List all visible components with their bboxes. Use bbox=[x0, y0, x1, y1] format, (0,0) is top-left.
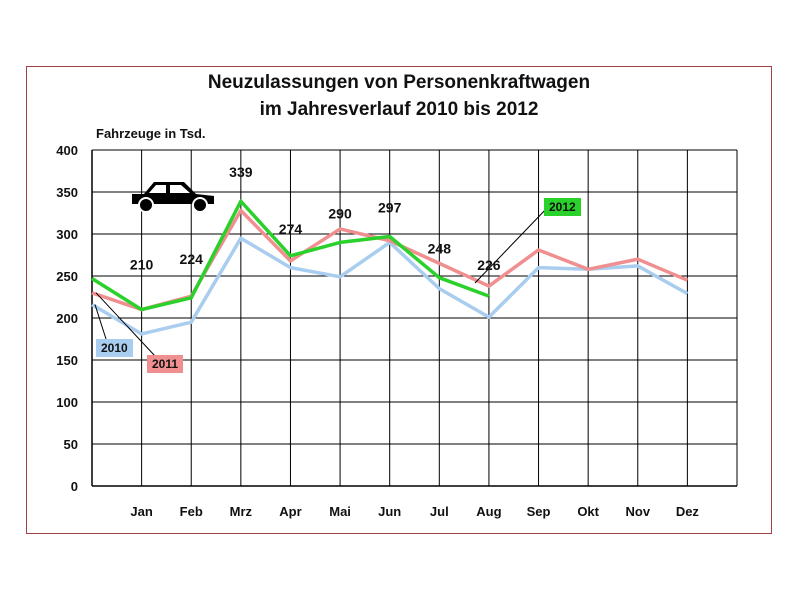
leader-2011 bbox=[95, 292, 156, 357]
legend-leader-lines bbox=[94, 206, 549, 357]
x-tick-label: Mrz bbox=[230, 504, 253, 519]
x-tick-label: Jul bbox=[430, 504, 449, 519]
leader-2010 bbox=[94, 304, 107, 340]
x-tick-label: Mai bbox=[329, 504, 351, 519]
series-lines bbox=[91, 199, 689, 336]
legend-2012: 2012 bbox=[544, 198, 581, 216]
data-label: 290 bbox=[328, 205, 352, 221]
y-tick-label: 0 bbox=[71, 479, 78, 494]
chart-title-line1: Neuzulassungen von Personenkraftwagen bbox=[207, 72, 591, 93]
x-tick-label: Okt bbox=[577, 504, 599, 519]
leader-2012 bbox=[474, 206, 549, 284]
data-label: 210 bbox=[130, 257, 154, 273]
data-label: 297 bbox=[378, 200, 402, 216]
x-tick-label: Apr bbox=[279, 504, 301, 519]
x-tick-label: Feb bbox=[180, 504, 203, 519]
x-tick-label: Sep bbox=[527, 504, 551, 519]
y-tick-label: 150 bbox=[56, 353, 78, 368]
series-line-2012 bbox=[91, 199, 490, 312]
data-label: 274 bbox=[279, 221, 303, 237]
x-tick-label: Nov bbox=[625, 504, 650, 519]
y-tick-label: 50 bbox=[64, 437, 78, 452]
y-tick-label: 200 bbox=[56, 311, 78, 326]
data-label: 339 bbox=[229, 164, 253, 180]
data-label: 248 bbox=[428, 241, 452, 257]
y-tick-label: 300 bbox=[56, 227, 78, 242]
x-tick-label: Jun bbox=[378, 504, 401, 519]
data-label: 224 bbox=[180, 251, 204, 267]
legend-2011: 2011 bbox=[147, 355, 184, 373]
x-tick-label: Jan bbox=[130, 504, 152, 519]
data-labels: 210 224 339 274 290 297 248 226 bbox=[130, 164, 501, 273]
data-label: 226 bbox=[477, 257, 501, 273]
x-tick-label: Aug bbox=[476, 504, 501, 519]
axes bbox=[91, 150, 737, 487]
legend-2010: 2010 bbox=[96, 339, 133, 357]
y-tick-label: 400 bbox=[56, 143, 78, 158]
y-tick-label: 250 bbox=[56, 269, 78, 284]
y-tick-labels: 0 50 100 150 200 250 300 350 400 bbox=[56, 143, 78, 494]
y-tick-label: 350 bbox=[56, 185, 78, 200]
car-icon bbox=[132, 182, 214, 213]
y-tick-label: 100 bbox=[56, 395, 78, 410]
chart-frame bbox=[26, 66, 772, 534]
x-tick-label: Dez bbox=[676, 504, 700, 519]
y-axis-label: Fahrzeuge in Tsd. bbox=[96, 126, 206, 141]
x-tick-labels: Jan Feb Mrz Apr Mai Jun Jul Aug Sep Okt Nov Dez bbox=[130, 504, 699, 519]
chart-title-line2: im Jahresverlauf 2010 bis 2012 bbox=[259, 99, 539, 120]
